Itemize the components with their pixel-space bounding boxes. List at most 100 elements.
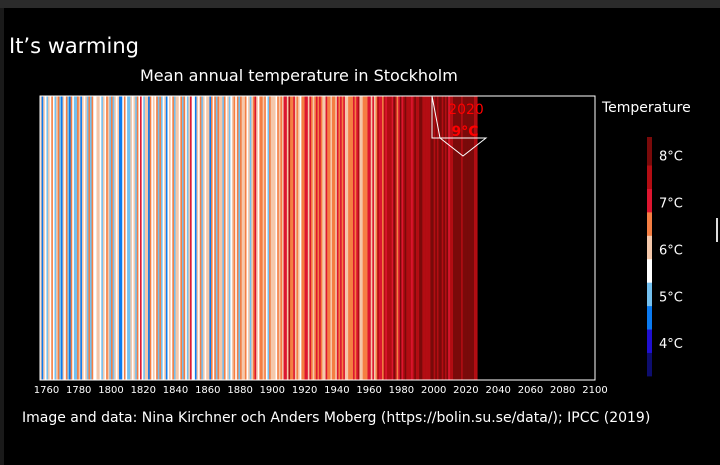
stripe-1896 bbox=[265, 96, 268, 380]
stripe-1916 bbox=[298, 96, 301, 380]
stripe-1918 bbox=[301, 96, 304, 380]
stripe-1934 bbox=[327, 96, 330, 380]
stripe-1961 bbox=[370, 96, 373, 380]
stripe-1853 bbox=[196, 96, 199, 380]
stripe-1783 bbox=[83, 96, 86, 380]
stripe-1893 bbox=[261, 96, 263, 380]
stripe-1938 bbox=[333, 96, 336, 380]
stripe-1989 bbox=[415, 96, 418, 380]
stripe-1788 bbox=[91, 96, 94, 380]
stripe-1892 bbox=[259, 96, 262, 380]
stripe-1849 bbox=[190, 96, 192, 380]
scrollbar-handle[interactable] bbox=[716, 218, 718, 242]
stripe-1816 bbox=[136, 96, 139, 380]
stripe-1925 bbox=[312, 96, 315, 380]
stripe-2001 bbox=[435, 96, 438, 380]
x-tick-label: 1900 bbox=[260, 385, 285, 396]
stripe-1771 bbox=[64, 96, 67, 380]
stripe-1958 bbox=[365, 96, 368, 380]
stripe-1805 bbox=[119, 96, 122, 380]
stripe-1848 bbox=[188, 96, 191, 380]
colorbar-bin bbox=[647, 305, 652, 330]
stripe-1900 bbox=[272, 96, 275, 380]
stripe-1759 bbox=[44, 96, 47, 380]
stripe-1914 bbox=[294, 96, 297, 380]
stripe-1831 bbox=[161, 96, 163, 380]
stripe-1873 bbox=[228, 96, 231, 380]
stripe-1899 bbox=[270, 96, 273, 380]
stripe-1846 bbox=[185, 96, 188, 380]
stripe-1937 bbox=[332, 96, 334, 380]
x-tick-label: 1760 bbox=[34, 385, 59, 396]
stripe-1980 bbox=[401, 96, 404, 380]
stripe-2014 bbox=[456, 96, 459, 380]
stripe-2007 bbox=[444, 96, 447, 380]
stripe-1861 bbox=[209, 96, 212, 380]
stripe-1765 bbox=[54, 96, 57, 380]
stripe-2015 bbox=[457, 96, 460, 380]
stripe-1963 bbox=[373, 96, 376, 380]
stripe-1920 bbox=[304, 96, 307, 380]
stripe-1885 bbox=[248, 96, 251, 380]
stripe-1864 bbox=[214, 96, 217, 380]
stripe-1844 bbox=[181, 96, 184, 380]
x-tick-label: 1820 bbox=[131, 385, 156, 396]
x-tick-label: 2100 bbox=[582, 385, 607, 396]
window-left-edge bbox=[0, 8, 4, 465]
stripe-1767 bbox=[57, 96, 60, 380]
stripe-1947 bbox=[348, 96, 351, 380]
stripe-1950 bbox=[352, 96, 355, 380]
colorbar-bin bbox=[647, 235, 652, 260]
stripe-2021 bbox=[467, 96, 470, 380]
stripe-1785 bbox=[86, 96, 89, 380]
stripe-1781 bbox=[80, 96, 83, 380]
stripe-1905 bbox=[280, 96, 283, 380]
stripe-1827 bbox=[154, 96, 157, 380]
stripe-1801 bbox=[112, 96, 115, 380]
stripe-1876 bbox=[233, 96, 236, 380]
stripe-1991 bbox=[419, 96, 422, 380]
stripe-1863 bbox=[212, 96, 215, 380]
stripe-1906 bbox=[282, 96, 284, 380]
stripe-1870 bbox=[223, 96, 226, 380]
stripe-1913 bbox=[293, 96, 296, 380]
stripe-1760 bbox=[46, 96, 49, 380]
stripe-1782 bbox=[81, 96, 84, 380]
stripe-1839 bbox=[173, 96, 176, 380]
stripe-1909 bbox=[286, 96, 289, 380]
stripe-1806 bbox=[120, 96, 123, 380]
stripe-2002 bbox=[436, 96, 439, 380]
stripe-1942 bbox=[340, 96, 343, 380]
stripe-1956 bbox=[362, 96, 365, 380]
stripe-1791 bbox=[96, 96, 99, 380]
stripe-1897 bbox=[267, 96, 270, 380]
stripe-1792 bbox=[98, 96, 101, 380]
stripe-1975 bbox=[393, 96, 396, 380]
stripe-1948 bbox=[349, 96, 352, 380]
stripe-1811 bbox=[128, 96, 131, 380]
stripe-1911 bbox=[290, 96, 293, 380]
stripe-1807 bbox=[122, 96, 125, 380]
stripe-2018 bbox=[462, 96, 465, 380]
stripe-2024 bbox=[472, 96, 475, 380]
stripe-1976 bbox=[394, 96, 397, 380]
stripe-1766 bbox=[56, 96, 59, 380]
stripe-1969 bbox=[383, 96, 386, 380]
stripe-1901 bbox=[273, 96, 276, 380]
colorbar-tick-label: 8°C bbox=[659, 150, 683, 165]
stripe-1983 bbox=[406, 96, 409, 380]
stripe-2004 bbox=[440, 96, 443, 380]
stripe-1776 bbox=[72, 96, 75, 380]
stripe-1860 bbox=[207, 96, 210, 380]
stripe-1889 bbox=[254, 96, 257, 380]
stripe-2005 bbox=[441, 96, 444, 380]
stripe-2017 bbox=[461, 96, 464, 380]
stripe-1818 bbox=[140, 96, 142, 380]
x-axis-ticks: 1760 1780 1800 1820 1840 1860 1880 1900 1920 1940… bbox=[34, 385, 608, 396]
stripe-2020 bbox=[465, 96, 468, 380]
stripe-1832 bbox=[162, 96, 165, 380]
stripe-1758 bbox=[43, 96, 46, 380]
colorbar-tick-label: 4°C bbox=[659, 337, 683, 352]
stripe-1825 bbox=[151, 96, 154, 380]
